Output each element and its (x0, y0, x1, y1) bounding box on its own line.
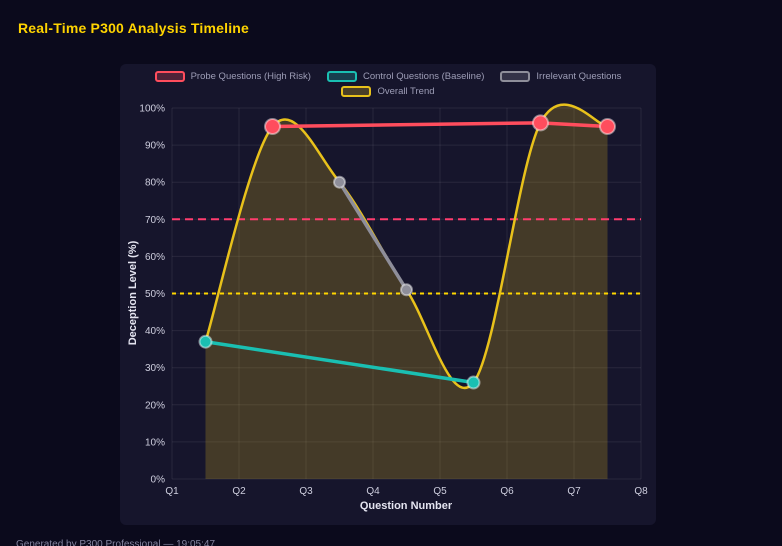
y-tick-label: 40% (145, 326, 165, 337)
y-tick-label: 60% (145, 252, 165, 263)
y-tick-label: 0% (151, 475, 166, 486)
y-tick-label: 20% (145, 400, 165, 411)
footer-text: Generated by P300 Professional — 19:05:4… (16, 539, 216, 546)
x-tick-label: Q6 (500, 486, 514, 497)
data-point[interactable] (333, 175, 346, 189)
y-tick-label: 10% (145, 437, 165, 448)
x-tick-label: Q8 (634, 486, 648, 497)
legend-item[interactable]: Probe Questions (High Risk) (154, 71, 311, 82)
legend-swatch-icon (326, 71, 357, 82)
data-point[interactable] (532, 114, 549, 132)
legend-label: Overall Trend (377, 86, 435, 97)
legend-label: Control Questions (Baseline) (362, 71, 485, 82)
y-tick-label: 90% (145, 141, 165, 152)
y-axis-title: Deception Level (%) (127, 240, 139, 346)
legend-row: Overall Trend (341, 86, 435, 97)
data-point[interactable] (264, 118, 281, 136)
y-tick-label: 70% (145, 215, 165, 226)
legend-swatch-icon (341, 86, 372, 97)
legend-label: Probe Questions (High Risk) (190, 71, 311, 82)
legend-swatch-icon (500, 71, 531, 82)
page-title: Real-Time P300 Analysis Timeline (18, 20, 250, 36)
x-axis-title: Question Number (359, 500, 453, 512)
data-point[interactable] (400, 283, 413, 297)
chart-legend: Probe Questions (High Risk) Control Quest… (120, 71, 656, 97)
legend-item[interactable]: Control Questions (Baseline) (326, 71, 485, 82)
legend-item[interactable]: Overall Trend (341, 86, 435, 97)
x-tick-label: Q7 (567, 486, 581, 497)
y-tick-label: 50% (145, 289, 165, 300)
data-point[interactable] (599, 118, 616, 136)
legend-item[interactable]: Irrelevant Questions (500, 71, 621, 82)
chart-panel: Probe Questions (High Risk) Control Quest… (120, 64, 656, 525)
legend-label: Irrelevant Questions (536, 71, 622, 82)
legend-row: Probe Questions (High Risk) Control Quest… (154, 71, 621, 82)
series-line (203, 339, 476, 385)
series-line (337, 180, 409, 292)
x-tick-label: Q5 (433, 486, 447, 497)
y-tick-label: 100% (139, 104, 165, 115)
x-tick-label: Q1 (165, 486, 179, 497)
chart: 0% 10% 20% 30% 40% 50% 60% 70% 80% 90% 100% Q1 Q2 Q3 Q… (139, 104, 648, 498)
legend-swatch-icon (154, 71, 185, 82)
data-point[interactable] (198, 334, 213, 349)
data-point[interactable] (466, 375, 481, 390)
y-tick-label: 80% (145, 178, 165, 189)
x-tick-label: Q3 (299, 486, 313, 497)
y-tick-label: 30% (145, 363, 165, 374)
x-tick-label: Q2 (232, 486, 246, 497)
x-tick-label: Q4 (366, 486, 380, 497)
